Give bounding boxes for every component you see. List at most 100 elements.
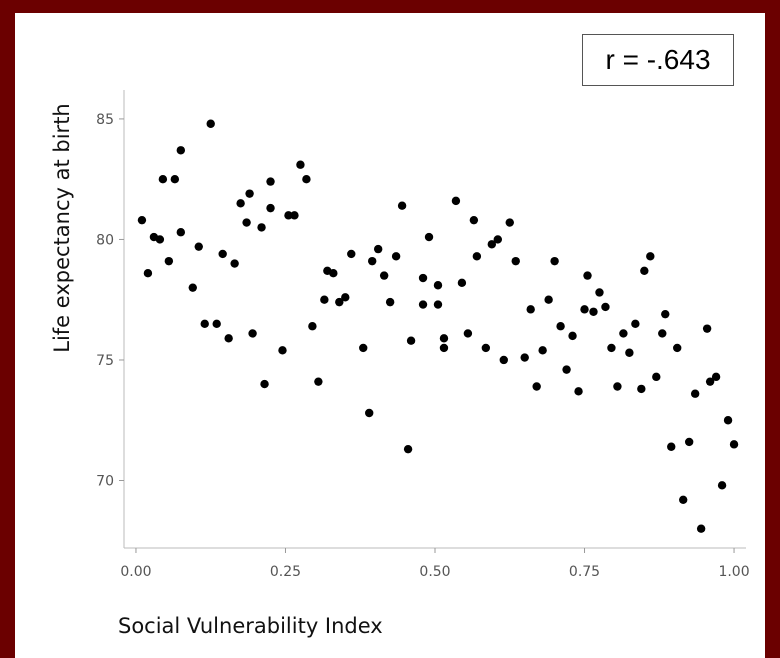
data-point: [424, 232, 434, 242]
data-point: [403, 444, 413, 454]
data-point: [457, 278, 467, 288]
data-point: [329, 269, 338, 278]
y-tick-label: 85: [96, 112, 114, 128]
data-point: [406, 336, 416, 345]
data-point: [568, 331, 577, 341]
data-point: [302, 174, 311, 184]
data-point: [526, 305, 535, 314]
data-point: [667, 442, 676, 451]
data-point: [705, 377, 715, 386]
y-tick-label: 75: [96, 353, 114, 369]
data-point: [158, 174, 168, 184]
data-points: [137, 119, 739, 533]
data-point: [711, 372, 721, 382]
data-point: [260, 379, 269, 389]
data-point: [194, 242, 203, 251]
data-point: [499, 355, 508, 365]
data-point: [418, 300, 428, 309]
x-tick-label: 1.00: [718, 564, 749, 580]
data-point: [224, 334, 233, 343]
data-point: [200, 319, 209, 329]
y-axis-label: Life expectancy at birth: [50, 103, 74, 353]
data-point: [595, 288, 604, 297]
data-point: [176, 228, 186, 237]
x-ticks: 0.00 0.25 0.50 0.75 1.00: [120, 548, 750, 580]
data-point: [556, 322, 565, 331]
data-point: [418, 273, 428, 283]
data-point: [652, 372, 661, 382]
data-point: [487, 240, 497, 249]
data-point: [684, 437, 694, 447]
data-point: [607, 343, 616, 353]
data-point: [562, 365, 571, 374]
data-point: [717, 481, 727, 490]
data-point: [359, 343, 368, 353]
data-point: [248, 329, 257, 338]
data-point: [365, 408, 374, 418]
data-point: [589, 307, 598, 316]
data-point: [164, 256, 174, 266]
data-point: [137, 215, 147, 225]
data-point: [640, 266, 649, 275]
data-point: [493, 235, 502, 244]
data-point: [433, 300, 443, 309]
data-point: [613, 382, 622, 391]
data-point: [702, 324, 712, 333]
data-point: [218, 249, 227, 259]
data-point: [391, 252, 401, 261]
data-point: [451, 196, 461, 206]
data-point: [520, 353, 529, 362]
data-point: [212, 319, 221, 329]
data-point: [544, 295, 553, 304]
chart-panel: [15, 13, 765, 658]
data-point: [308, 322, 317, 331]
data-point: [335, 297, 344, 307]
data-point: [696, 524, 706, 533]
x-tick-label: 0.75: [569, 564, 600, 580]
data-point: [511, 256, 520, 266]
data-point: [673, 343, 682, 353]
data-point: [646, 252, 655, 261]
data-point: [266, 203, 275, 213]
data-point: [170, 174, 180, 184]
data-point: [433, 281, 443, 290]
y-tick-label: 80: [96, 232, 114, 248]
axes: [123, 90, 746, 549]
data-point: [532, 382, 541, 391]
data-point: [729, 440, 739, 449]
data-point: [245, 189, 254, 198]
data-point: [278, 346, 287, 355]
x-tick-label: 0.25: [270, 564, 301, 580]
data-point: [155, 235, 165, 244]
data-point: [619, 329, 628, 338]
data-point: [463, 329, 473, 338]
data-point: [397, 201, 407, 210]
data-point: [284, 211, 293, 220]
data-point: [658, 329, 667, 338]
data-point: [341, 293, 350, 302]
data-point: [481, 343, 491, 353]
data-point: [505, 218, 514, 227]
data-point: [296, 160, 305, 169]
data-point: [661, 309, 670, 319]
data-point: [538, 346, 547, 355]
data-point: [236, 199, 245, 208]
correlation-annotation: r = -.643: [582, 34, 734, 86]
x-tick-label: 0.00: [120, 564, 151, 580]
data-point: [379, 271, 389, 280]
data-point: [385, 297, 395, 307]
data-point: [723, 416, 733, 425]
data-point: [266, 177, 275, 186]
y-ticks: 70 75 80 85: [96, 112, 124, 490]
data-point: [314, 377, 323, 386]
data-point: [637, 384, 646, 394]
data-point: [679, 495, 688, 504]
data-point: [368, 256, 377, 266]
data-point: [257, 223, 266, 232]
data-point: [625, 348, 634, 357]
data-point: [439, 343, 449, 353]
data-point: [574, 387, 583, 396]
y-tick-label: 70: [96, 474, 114, 490]
data-point: [320, 295, 329, 304]
